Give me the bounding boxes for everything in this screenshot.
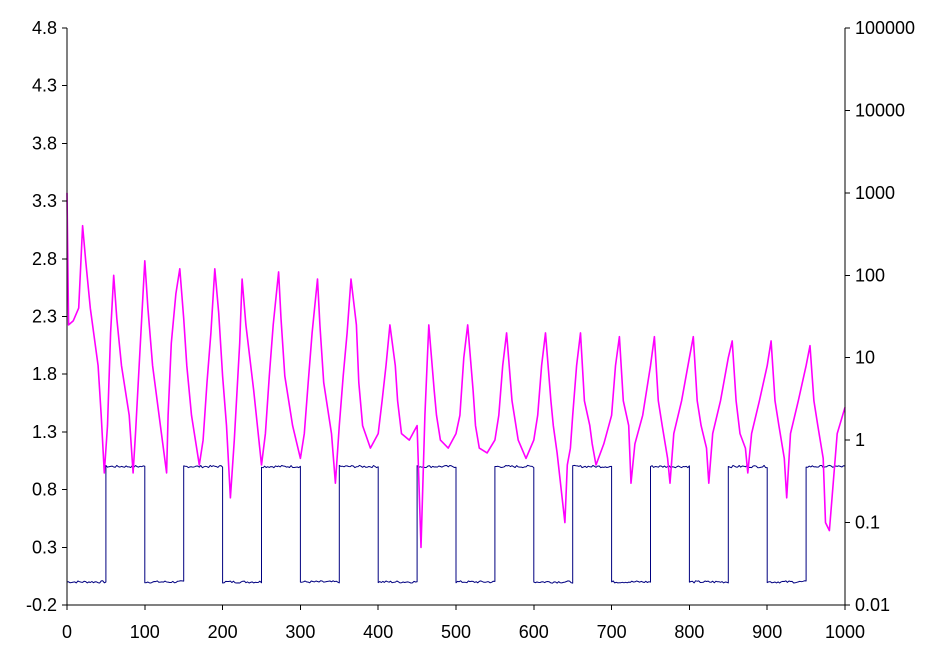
x-tick-label: 400 [363, 622, 393, 642]
ticks-layer: 4.84.33.83.32.82.31.81.30.80.3-0.2100000… [26, 18, 915, 642]
series-square-wave-line [66, 464, 846, 584]
y-right-tick-label: 0.1 [855, 513, 880, 533]
y-left-tick-label: 3.3 [32, 191, 57, 211]
y-left-tick-label: 4.8 [32, 18, 57, 38]
y-left-tick-label: -0.2 [26, 595, 57, 615]
x-tick-label: 700 [597, 622, 627, 642]
y-left-tick-label: 2.8 [32, 249, 57, 269]
series-layer [66, 192, 846, 584]
y-left-tick-label: 0.8 [32, 480, 57, 500]
x-tick-label: 600 [519, 622, 549, 642]
y-right-tick-label: 1 [855, 430, 865, 450]
x-tick-label: 900 [752, 622, 782, 642]
x-tick-label: 800 [674, 622, 704, 642]
x-tick-label: 200 [208, 622, 238, 642]
y-left-tick-label: 4.3 [32, 76, 57, 96]
series-magenta-line [66, 192, 846, 549]
x-tick-label: 500 [441, 622, 471, 642]
y-right-tick-label: 10 [855, 348, 875, 368]
y-right-tick-label: 100000 [855, 18, 915, 38]
y-left-tick-label: 1.8 [32, 364, 57, 384]
y-left-tick-label: 3.8 [32, 133, 57, 153]
y-right-tick-label: 100 [855, 265, 885, 285]
y-right-tick-label: 10000 [855, 100, 905, 120]
y-right-tick-label: 0.01 [855, 595, 890, 615]
y-right-tick-label: 1000 [855, 183, 895, 203]
y-left-tick-label: 0.3 [32, 537, 57, 557]
x-tick-label: 300 [285, 622, 315, 642]
y-left-tick-label: 1.3 [32, 422, 57, 442]
x-tick-label: 100 [130, 622, 160, 642]
y-left-tick-label: 2.3 [32, 307, 57, 327]
x-tick-label: 1000 [825, 622, 865, 642]
x-tick-label: 0 [62, 622, 72, 642]
